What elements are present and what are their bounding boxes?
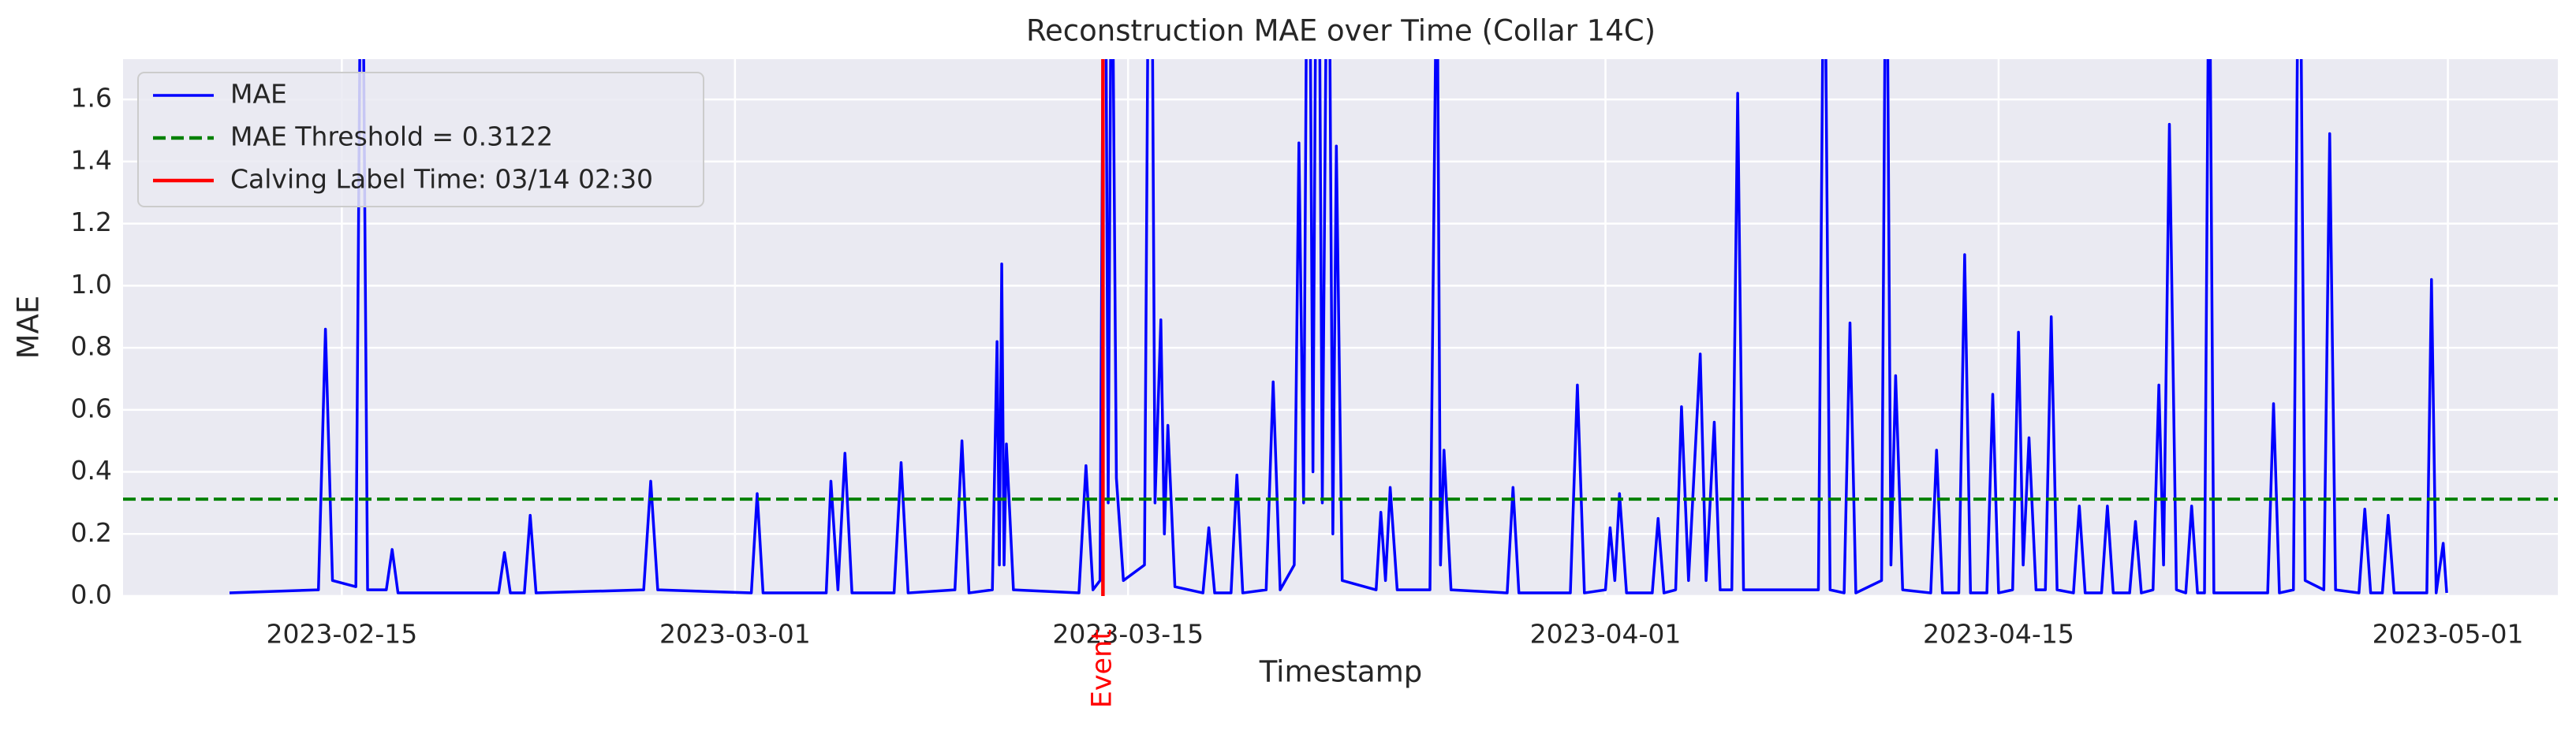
y-tick-label: 0.6	[71, 393, 112, 423]
x-tick-label: 2023-02-15	[267, 619, 418, 650]
x-tick-label: 2023-03-15	[1052, 619, 1204, 650]
legend-box	[137, 72, 704, 207]
plot-layer	[123, 59, 2558, 596]
y-tick-label: 1.0	[71, 269, 112, 300]
event-label: Event	[1086, 629, 1118, 708]
x-tick-label: 2023-04-15	[1923, 619, 2074, 650]
x-tick-label: 2023-05-01	[2373, 619, 2524, 650]
x-tick-label: 2023-04-01	[1530, 619, 1682, 650]
y-tick-label: 0.4	[71, 455, 112, 486]
y-tick-label: 1.6	[71, 83, 112, 114]
y-axis-label: MAE	[12, 296, 46, 360]
legend: MAE MAE Threshold = 0.3122 Calving Label T…	[137, 72, 704, 207]
data-line	[229, 59, 2448, 594]
y-tick-label: 1.4	[71, 144, 112, 175]
legend-label: MAE Threshold = 0.3122	[230, 121, 553, 152]
y-tick-label: 0.8	[71, 331, 112, 362]
legend-label: Calving Label Time: 03/14 02:30	[230, 164, 653, 195]
chart-title: Reconstruction MAE over Time (Collar 14C…	[1026, 14, 1656, 48]
y-tick-label: 0.2	[71, 517, 112, 548]
y-tick-label: 1.2	[71, 207, 112, 237]
legend-label: MAE	[230, 79, 287, 110]
x-tick-label: 2023-03-01	[659, 619, 811, 650]
y-tick-label: 0.0	[71, 579, 112, 610]
x-axis-label: Timestamp	[1259, 655, 1423, 689]
